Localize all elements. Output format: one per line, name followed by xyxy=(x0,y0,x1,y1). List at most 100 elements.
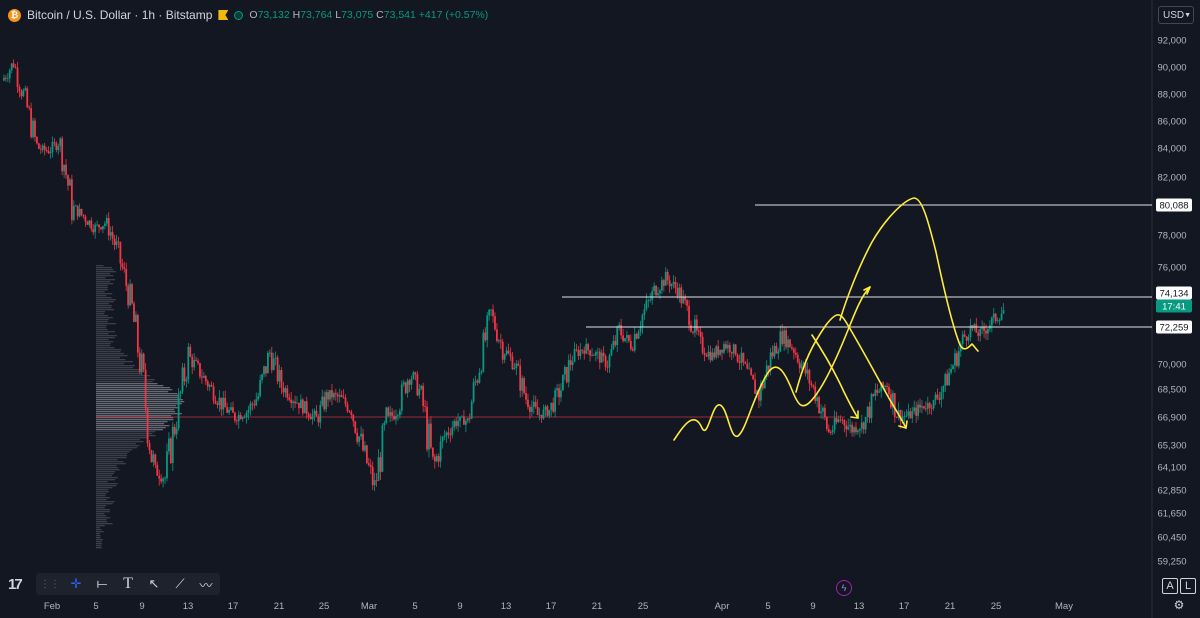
candle-body xyxy=(187,346,190,380)
volume-bar xyxy=(96,405,177,407)
candle-body xyxy=(686,300,689,306)
candle-body xyxy=(789,339,791,348)
drawing-curve-peak[interactable] xyxy=(839,197,979,352)
candle-body xyxy=(453,421,456,428)
candle-body xyxy=(573,349,576,362)
volume-bar xyxy=(96,415,172,417)
candle-body xyxy=(420,385,423,389)
candle-body xyxy=(837,419,840,423)
text-tool-icon[interactable]: T xyxy=(123,575,133,592)
candle-body xyxy=(670,284,673,287)
candle-body xyxy=(577,350,580,357)
volume-bar xyxy=(96,329,108,331)
candle-body xyxy=(660,280,663,291)
candle-body xyxy=(783,330,786,344)
candle-body xyxy=(610,349,613,356)
candle-body xyxy=(117,241,120,243)
candle-body xyxy=(204,375,207,382)
volume-bar xyxy=(96,517,111,519)
candle-body xyxy=(825,417,828,430)
candle-body xyxy=(109,232,112,236)
candle-body xyxy=(792,348,795,353)
drag-handle-icon[interactable]: ⋮⋮ xyxy=(40,578,60,590)
tradingview-logo-icon[interactable]: 17 xyxy=(8,575,23,593)
replay-icon[interactable]: ϟ xyxy=(836,580,852,596)
drawing-curve-mid[interactable] xyxy=(811,334,859,419)
candle-body xyxy=(849,424,852,427)
candle-body xyxy=(152,454,155,463)
candle-body xyxy=(649,299,652,301)
log-scale-button[interactable]: L xyxy=(1180,578,1196,594)
time-label: 25 xyxy=(638,601,649,612)
auto-scale-button[interactable]: A xyxy=(1162,578,1178,594)
candle-body xyxy=(113,238,116,246)
symbol-title[interactable]: Bitcoin / U.S. Dollar · 1h · Bitstamp xyxy=(27,8,213,22)
settings-icon[interactable]: ⚙ xyxy=(1173,598,1185,612)
candle-body xyxy=(210,385,213,387)
volume-bar xyxy=(96,291,105,293)
candle-body xyxy=(598,351,601,363)
candle-body xyxy=(637,331,640,339)
candle-body xyxy=(284,388,287,393)
drawing-arrow-2[interactable] xyxy=(898,420,908,429)
candle-body xyxy=(263,366,265,375)
candle-body xyxy=(340,395,343,398)
drawing-curve-up[interactable] xyxy=(795,314,907,429)
drawing-wave-1[interactable] xyxy=(673,286,871,441)
price-badge-label: 72,259 xyxy=(1159,323,1188,334)
candle-body xyxy=(705,355,708,357)
candle-body xyxy=(34,120,36,137)
currency-select[interactable]: USD ▼ xyxy=(1158,6,1194,24)
volume-bar xyxy=(96,515,107,517)
candle-body xyxy=(998,319,1001,321)
candle-body xyxy=(323,396,326,410)
candle-body xyxy=(754,379,756,394)
volume-bar xyxy=(96,411,176,413)
drawing-arrow-1[interactable] xyxy=(863,286,871,295)
candle-body xyxy=(713,352,716,358)
candle-body xyxy=(478,372,481,383)
price-badge xyxy=(1156,198,1192,212)
yellow-drawings[interactable] xyxy=(673,197,979,441)
flag-icon[interactable] xyxy=(218,10,229,20)
candle-body xyxy=(488,309,491,316)
cursor-icon[interactable]: ↖ xyxy=(148,576,160,591)
candle-body xyxy=(356,432,359,442)
volume-bar xyxy=(96,303,109,305)
crosshair-icon[interactable]: ✛ xyxy=(70,576,82,591)
candle-body xyxy=(633,333,636,351)
candle-body xyxy=(565,366,568,383)
candle-body xyxy=(596,351,599,353)
candle-body xyxy=(917,404,919,416)
candle-body xyxy=(961,334,964,344)
candle-body xyxy=(878,391,881,393)
candle-body xyxy=(226,407,229,413)
volume-bar xyxy=(96,323,116,325)
horizontal-line-icon[interactable]: ⟝ xyxy=(96,576,108,591)
volume-bar xyxy=(96,377,147,379)
volume-bar xyxy=(96,335,117,337)
candle-body xyxy=(127,285,130,306)
path-tool-icon[interactable]: 〰 xyxy=(199,577,213,593)
volume-bar xyxy=(96,389,173,391)
volume-bar xyxy=(96,543,102,545)
horizontal-levels[interactable] xyxy=(562,204,1152,328)
candle-body xyxy=(329,390,331,400)
candle-body xyxy=(433,456,436,462)
volume-bar xyxy=(96,331,115,333)
candle-body xyxy=(319,405,322,423)
volume-bar xyxy=(96,293,113,295)
candle-body xyxy=(932,400,935,409)
candle-body xyxy=(476,380,479,383)
candle-body xyxy=(777,351,780,354)
candle-body xyxy=(581,349,584,351)
candle-body xyxy=(666,272,669,281)
volume-bar xyxy=(96,433,153,435)
trend-line-icon[interactable]: ⟋ xyxy=(175,576,185,591)
candle-body xyxy=(94,224,97,233)
volume-bar xyxy=(96,455,127,457)
candle-body xyxy=(166,451,168,479)
drawing-arrow-3[interactable] xyxy=(850,410,859,419)
candle-body xyxy=(839,419,842,421)
